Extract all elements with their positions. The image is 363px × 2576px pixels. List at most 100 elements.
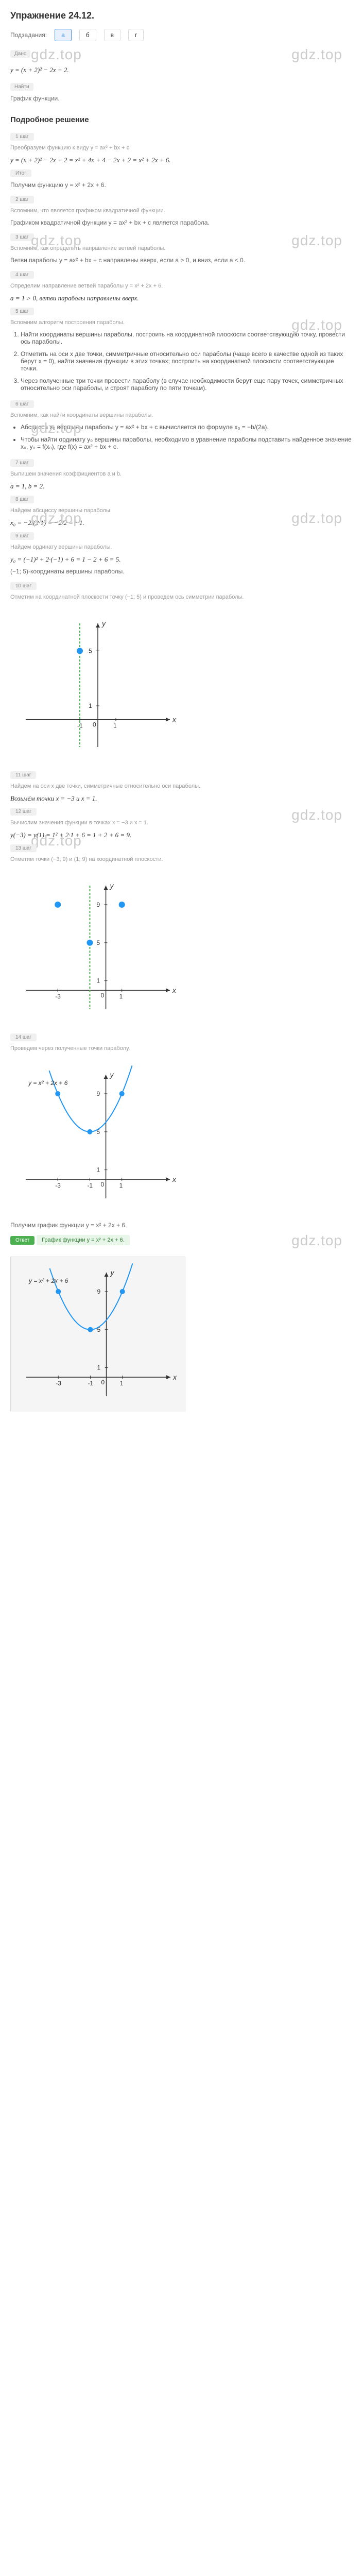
- result-label: Итог: [10, 170, 31, 177]
- svg-text:x: x: [172, 986, 177, 994]
- find-label: Найти: [10, 83, 33, 91]
- svg-text:1: 1: [119, 1182, 123, 1189]
- step-formula: a = 1 > 0, ветви параболы направлены вве…: [10, 294, 353, 302]
- step-text: Найдем абсциссу вершины параболы.: [10, 507, 353, 514]
- svg-text:-3: -3: [55, 1182, 61, 1189]
- svg-text:y: y: [110, 1268, 115, 1277]
- step-text: Проведем через полученные точки параболу…: [10, 1045, 353, 1052]
- step-list: Найти координаты вершины параболы, постр…: [21, 331, 353, 392]
- step-label: 2 шаг: [10, 196, 34, 204]
- step-label: 6 шаг: [10, 400, 34, 408]
- svg-text:-1: -1: [87, 1182, 93, 1189]
- exercise-title: Упражнение 24.12.: [10, 10, 353, 21]
- svg-text:9: 9: [97, 901, 100, 908]
- list-item: Чтобы найти ординату y₀ вершины параболы…: [21, 436, 353, 450]
- answer-label: Ответ: [10, 1236, 34, 1245]
- svg-text:0: 0: [101, 1181, 105, 1188]
- svg-text:1: 1: [97, 977, 100, 985]
- step-text: Графиком квадратичной функции y = ax² + …: [10, 219, 353, 226]
- step-text: Найдем ординату вершины параболы.: [10, 544, 353, 550]
- answer-text: График функции y = x² + 2x + 6.: [37, 1235, 130, 1245]
- watermark: gdz.top: [291, 1232, 342, 1249]
- svg-text:1: 1: [97, 1364, 101, 1371]
- svg-text:9: 9: [97, 1090, 100, 1097]
- step-formula: Возьмём точки x = −3 и x = 1.: [10, 794, 353, 803]
- svg-text:9: 9: [97, 1288, 101, 1295]
- svg-text:-3: -3: [56, 1380, 61, 1387]
- step-result: (−1; 5)-координаты вершины параболы.: [10, 568, 353, 575]
- svg-text:1: 1: [120, 1380, 124, 1387]
- given-formula: y = (x + 2)² − 2x + 2.: [10, 66, 353, 74]
- svg-text:0: 0: [93, 721, 96, 728]
- sub-btn-d[interactable]: г: [128, 29, 144, 41]
- step-label: 12 шаг: [10, 808, 37, 816]
- step-text: Отметим точки (−3; 9) и (1; 9) на коорди…: [10, 856, 353, 862]
- svg-text:x: x: [172, 1373, 177, 1381]
- chart-3: 0-3-11159xyy = x² + 2x + 6: [10, 1059, 185, 1214]
- subsection-label: Подзадания:: [10, 31, 47, 39]
- find-text: График функции.: [10, 95, 353, 102]
- step-text: Вычислим значения функции в точках x = −…: [10, 820, 353, 826]
- chart-2: 0 -3 1 1 5 9 x y: [10, 870, 185, 1025]
- given-label: Дано: [10, 50, 30, 58]
- step-label: 14 шаг: [10, 1033, 37, 1041]
- svg-text:5: 5: [89, 647, 92, 654]
- sub-btn-a[interactable]: а: [55, 29, 72, 41]
- step-text: Выпишем значения коэффициентов a и b.: [10, 471, 353, 477]
- step-label: 3 шаг: [10, 233, 34, 241]
- step-formula: y(−3) = y(1) = 1² + 2·1 + 6 = 1 + 2 + 6 …: [10, 831, 353, 839]
- list-item: Через полученные три точки провести пара…: [21, 377, 353, 392]
- step-label: 4 шаг: [10, 271, 34, 279]
- chart-1: 0-1115xy: [10, 608, 185, 762]
- step-label: 8 шаг: [10, 496, 34, 503]
- svg-text:1: 1: [113, 722, 117, 730]
- step-note: Вспомним, как найти координаты вершины п…: [10, 412, 353, 418]
- step-formula: y = (x + 2)² − 2x + 2 = x² + 4x + 4 − 2x…: [10, 156, 353, 164]
- step-formula: y₀ = (−1)² + 2·(−1) + 6 = 1 − 2 + 6 = 5.: [10, 555, 353, 564]
- step-note: Вспомним, что является графиком квадрати…: [10, 208, 353, 214]
- sub-btn-c[interactable]: в: [104, 29, 120, 41]
- subsection-row: Подзадания: а б в г: [10, 29, 353, 41]
- step-note: Вспомним алгоритм построения параболы.: [10, 319, 353, 326]
- step-formula: a = 1, b = 2.: [10, 482, 353, 490]
- step-text: Ветви параболы y = ax² + bx + c направле…: [10, 257, 353, 264]
- svg-text:y: y: [101, 619, 106, 628]
- step-note: Вспомним, как определить направление вет…: [10, 245, 353, 251]
- svg-text:x: x: [172, 1175, 177, 1183]
- svg-text:y = x² + 2x + 6: y = x² + 2x + 6: [28, 1079, 68, 1087]
- svg-text:1: 1: [119, 993, 123, 1000]
- watermark: gdz.top: [31, 46, 82, 63]
- step-bullets: Абсцисса x₀ вершины параболы y = ax² + b…: [21, 423, 353, 450]
- svg-text:0: 0: [101, 992, 105, 999]
- svg-text:y: y: [110, 882, 114, 890]
- step-text: Отметим на координатной плоскости точку …: [10, 594, 353, 600]
- step-result: Получим функцию y = x² + 2x + 6.: [10, 181, 353, 189]
- step-text: Найдем на оси x две точки, симметричные …: [10, 783, 353, 789]
- svg-text:y = x² + 2x + 6: y = x² + 2x + 6: [28, 1277, 68, 1284]
- step-label: 10 шаг: [10, 582, 37, 590]
- svg-text:1: 1: [89, 702, 92, 709]
- svg-text:-1: -1: [88, 1380, 93, 1387]
- svg-text:0: 0: [101, 1379, 105, 1386]
- step-label: 11 шаг: [10, 771, 36, 779]
- step-label: 5 шаг: [10, 308, 34, 315]
- step-label: 7 шаг: [10, 459, 34, 467]
- list-item: Абсцисса x₀ вершины параболы y = ax² + b…: [21, 423, 353, 431]
- svg-text:5: 5: [97, 939, 100, 946]
- svg-text:x: x: [172, 716, 177, 724]
- solution-title: Подробное решение: [10, 115, 353, 124]
- list-item: Отметить на оси x две точки, симметричны…: [21, 350, 353, 372]
- svg-text:-3: -3: [55, 993, 61, 1000]
- step-label: 9 шаг: [10, 532, 34, 540]
- sub-btn-b[interactable]: б: [79, 29, 96, 41]
- step-result: Получим график функции y = x² + 2x + 6.: [10, 1222, 353, 1229]
- chart-4: 0-3-11159xyy = x² + 2x + 6: [10, 1257, 185, 1411]
- step-label: 1 шаг: [10, 133, 34, 141]
- watermark: gdz.top: [291, 46, 342, 63]
- step-text: Преобразуем функцию к виду y = ax² + bx …: [10, 145, 353, 151]
- step-label: 13 шаг: [10, 844, 37, 852]
- svg-text:y: y: [110, 1071, 114, 1079]
- list-item: Найти координаты вершины параболы, постр…: [21, 331, 353, 345]
- svg-text:1: 1: [97, 1166, 100, 1174]
- step-text: Определим направление ветвей параболы y …: [10, 283, 353, 289]
